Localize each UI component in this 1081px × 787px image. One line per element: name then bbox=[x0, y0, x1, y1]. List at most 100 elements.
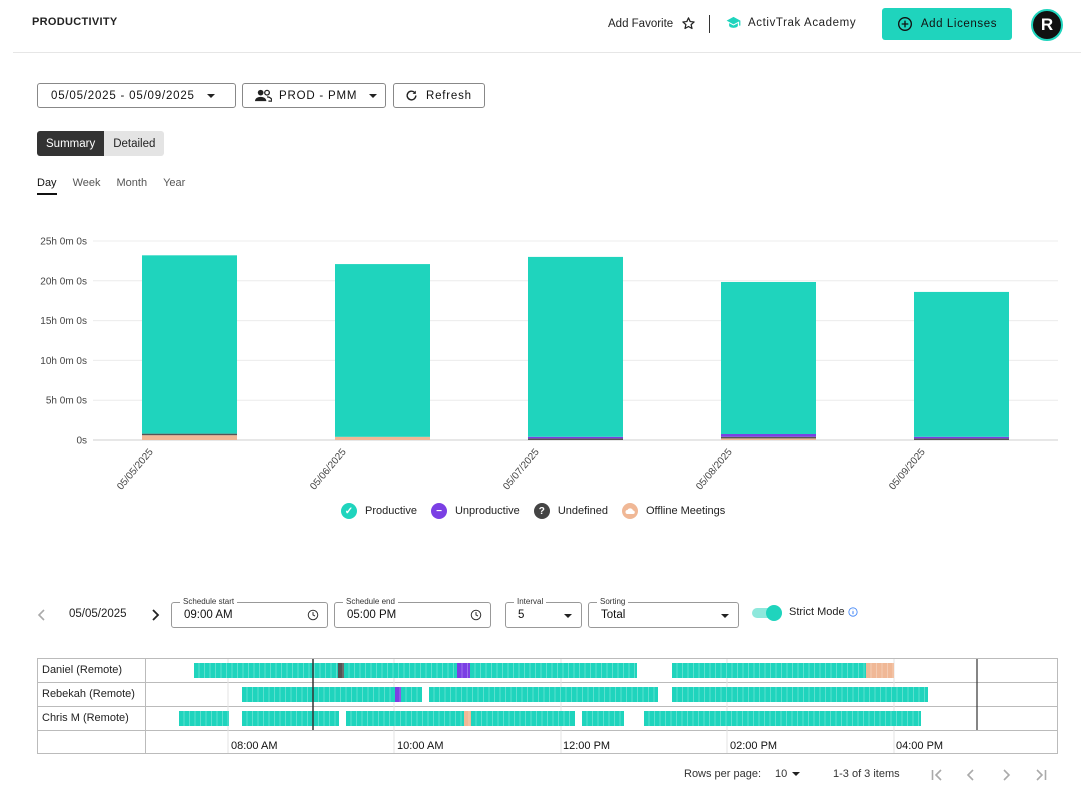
bar-segment[interactable] bbox=[528, 438, 623, 440]
info-icon[interactable] bbox=[848, 607, 858, 617]
view-toggle: Summary Detailed bbox=[37, 131, 165, 156]
rows-per-page-select[interactable]: 10 bbox=[775, 768, 801, 780]
activity-segment[interactable] bbox=[395, 687, 401, 702]
add-favorite-label: Add Favorite bbox=[608, 17, 674, 30]
first-page-icon[interactable] bbox=[931, 769, 944, 781]
x-tick-label: 05/09/2025 bbox=[887, 447, 928, 493]
activity-segment[interactable] bbox=[346, 711, 464, 726]
timeline-user-name[interactable]: Chris M (Remote) bbox=[42, 712, 129, 724]
star-icon bbox=[682, 17, 695, 30]
interval-value: 5 bbox=[518, 609, 525, 621]
strict-mode: Strict Mode bbox=[789, 606, 858, 618]
schedule-start-field[interactable]: Schedule start 09:00 AM bbox=[171, 597, 328, 628]
add-favorite-button[interactable]: Add Favorite bbox=[608, 16, 696, 31]
sorting-select[interactable]: Sorting Total bbox=[588, 597, 739, 628]
bar-segment[interactable] bbox=[335, 264, 430, 437]
tab-year[interactable]: Year bbox=[163, 177, 186, 189]
strict-mode-label: Strict Mode bbox=[789, 606, 845, 618]
prev-page-icon[interactable] bbox=[966, 769, 976, 781]
check-icon: ✓ bbox=[341, 503, 357, 519]
schedule-end-label: Schedule end bbox=[343, 597, 398, 606]
tab-month[interactable]: Month bbox=[116, 177, 148, 189]
add-licenses-label: Add Licenses bbox=[920, 18, 998, 30]
summary-toggle[interactable]: Summary bbox=[37, 131, 105, 156]
bar-segment[interactable] bbox=[528, 436, 623, 439]
timeline-row: Rebekah (Remote) bbox=[38, 683, 1057, 707]
academy-label: ActivTrak Academy bbox=[748, 16, 857, 29]
y-tick-label: 20h 0m 0s bbox=[40, 276, 87, 287]
activity-segment[interactable] bbox=[672, 663, 866, 678]
clock-icon bbox=[470, 609, 482, 621]
activity-segment[interactable] bbox=[672, 687, 928, 702]
group-selector[interactable]: PROD - PMM bbox=[242, 83, 386, 108]
bar-segment[interactable] bbox=[721, 281, 816, 435]
timeline-user-name[interactable]: Rebekah (Remote) bbox=[42, 688, 135, 700]
caret-down-icon bbox=[792, 772, 801, 776]
bar-segment[interactable] bbox=[914, 438, 1009, 440]
activity-segment[interactable] bbox=[338, 663, 344, 678]
refresh-button[interactable]: Refresh bbox=[393, 83, 485, 108]
bar-segment[interactable] bbox=[721, 434, 816, 437]
period-tabs: Day Week Month Year bbox=[37, 177, 185, 195]
tab-week[interactable]: Week bbox=[72, 177, 101, 189]
activity-segment[interactable] bbox=[457, 663, 470, 678]
timeline-user-name[interactable]: Daniel (Remote) bbox=[42, 664, 123, 676]
next-page-icon[interactable] bbox=[1001, 769, 1011, 781]
graduation-cap-icon bbox=[726, 16, 741, 28]
date-range-picker[interactable]: 05/05/2025 - 05/09/2025 bbox=[37, 83, 236, 108]
y-tick-label: 0s bbox=[76, 436, 87, 447]
next-day-icon[interactable] bbox=[150, 609, 160, 621]
activity-segment[interactable] bbox=[464, 711, 471, 726]
x-tick-label: 05/07/2025 bbox=[501, 447, 542, 493]
legend-unproductive[interactable]: − Unproductive bbox=[430, 503, 520, 519]
bar-segment[interactable] bbox=[721, 438, 816, 440]
academy-link[interactable]: ActivTrak Academy bbox=[726, 16, 856, 29]
activity-segment[interactable] bbox=[242, 711, 339, 726]
chart-legend: ✓ Productive − Unproductive ? Undefined … bbox=[341, 503, 725, 519]
legend-undefined[interactable]: ? Undefined bbox=[533, 503, 608, 519]
interval-select[interactable]: Interval 5 bbox=[505, 597, 582, 628]
last-page-icon[interactable] bbox=[1034, 769, 1047, 781]
activity-segment[interactable] bbox=[582, 711, 624, 726]
schedule-end-value: 05:00 PM bbox=[347, 609, 397, 621]
activity-segment[interactable] bbox=[866, 663, 894, 678]
schedule-end-field[interactable]: Schedule end 05:00 PM bbox=[334, 597, 491, 628]
legend-unproductive-label: Unproductive bbox=[454, 505, 520, 517]
time-tick: 04:00 PM bbox=[896, 740, 944, 752]
activity-segment[interactable] bbox=[344, 663, 457, 678]
bar-segment[interactable] bbox=[914, 436, 1009, 439]
bar-segment[interactable] bbox=[914, 291, 1009, 437]
legend-productive[interactable]: ✓ Productive bbox=[341, 503, 417, 519]
timeline-row: Chris M (Remote) bbox=[38, 707, 1057, 731]
users-icon bbox=[255, 89, 272, 102]
detailed-toggle[interactable]: Detailed bbox=[104, 131, 165, 156]
caret-down-icon bbox=[564, 614, 572, 618]
tab-day[interactable]: Day bbox=[37, 177, 57, 195]
bar-segment[interactable] bbox=[142, 435, 237, 440]
activity-segment[interactable] bbox=[471, 711, 575, 726]
add-licenses-button[interactable]: Add Licenses bbox=[882, 8, 1012, 40]
y-tick-label: 5h 0m 0s bbox=[46, 396, 87, 407]
bar-segment[interactable] bbox=[142, 255, 237, 434]
bar-segment[interactable] bbox=[335, 436, 430, 440]
refresh-icon bbox=[406, 90, 417, 101]
time-tick: 08:00 AM bbox=[231, 740, 278, 752]
user-avatar[interactable]: R bbox=[1031, 9, 1063, 41]
activity-segment[interactable] bbox=[644, 711, 921, 726]
prev-day-icon[interactable] bbox=[37, 609, 47, 621]
activity-segment[interactable] bbox=[401, 687, 422, 702]
bar-segment[interactable] bbox=[528, 256, 623, 437]
date-range-value: 05/05/2025 - 05/09/2025 bbox=[51, 89, 195, 102]
activity-segment[interactable] bbox=[470, 663, 637, 678]
activity-segment[interactable] bbox=[429, 687, 658, 702]
bar-segment[interactable] bbox=[142, 433, 237, 436]
time-tick: 10:00 AM bbox=[397, 740, 444, 752]
y-tick-label: 10h 0m 0s bbox=[40, 356, 87, 367]
bar-segment[interactable] bbox=[721, 436, 816, 439]
legend-offline-meetings[interactable]: Offline Meetings bbox=[621, 503, 726, 519]
activity-segment[interactable] bbox=[194, 663, 338, 678]
strict-mode-toggle[interactable] bbox=[752, 605, 782, 621]
legend-offline-label: Offline Meetings bbox=[645, 505, 726, 517]
activity-segment[interactable] bbox=[242, 687, 395, 702]
activity-segment[interactable] bbox=[179, 711, 229, 726]
